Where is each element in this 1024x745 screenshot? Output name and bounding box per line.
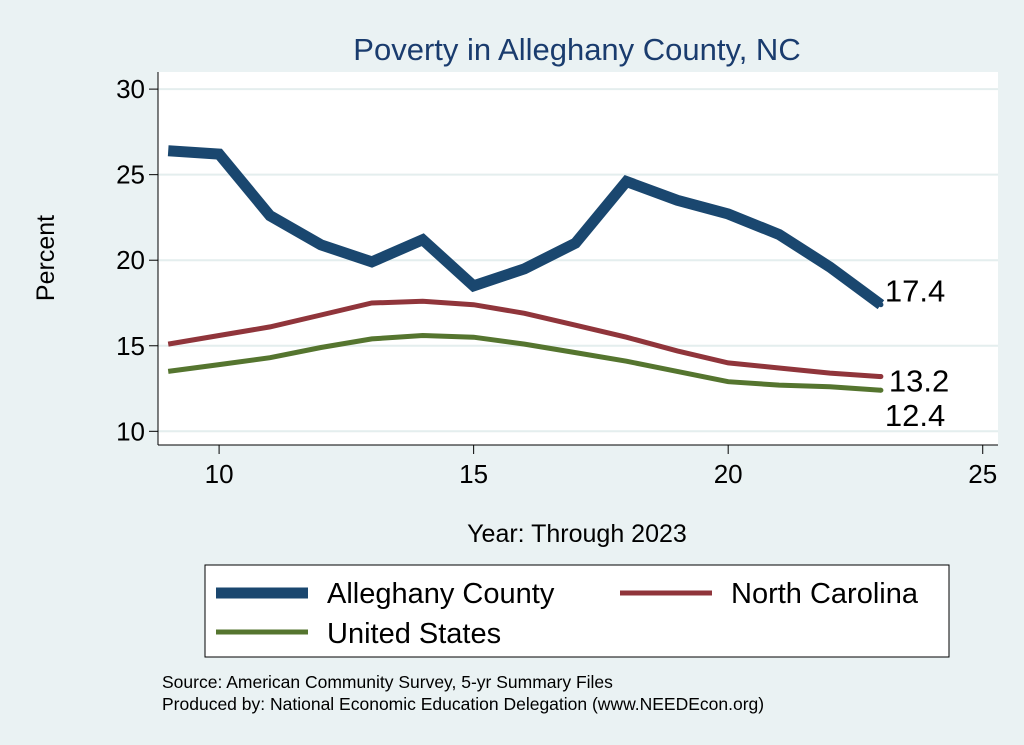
x-axis-title: Year: Through 2023 xyxy=(467,520,687,548)
end-label-united-states: 12.4 xyxy=(885,398,945,433)
source-note: Source: American Community Survey, 5-yr … xyxy=(162,672,613,692)
end-marker-united-states xyxy=(878,387,884,393)
legend: Alleghany County North Carolina United S… xyxy=(204,564,950,658)
y-tick-label: 20 xyxy=(116,245,145,275)
produced-by-note: Produced by: National Economic Education… xyxy=(162,694,764,714)
y-tick-label: 30 xyxy=(116,74,145,104)
plot-area xyxy=(158,72,998,445)
y-tick-label: 25 xyxy=(116,160,145,190)
legend-box xyxy=(204,564,950,658)
x-tick-label: 15 xyxy=(459,459,488,489)
y-tick-label: 10 xyxy=(116,416,145,446)
axis-layer: 10 15 20 25 30 10 15 20 25 xyxy=(116,72,998,489)
x-tick-label: 25 xyxy=(968,459,997,489)
end-marker-alleghany xyxy=(878,302,884,308)
legend-label-united-states: United States xyxy=(327,618,501,650)
line-north-carolina xyxy=(167,298,882,380)
end-label-alleghany: 17.4 xyxy=(885,274,945,309)
chart-title: Poverty in Alleghany County, NC xyxy=(353,32,800,67)
y-tick-label: 15 xyxy=(116,331,145,361)
line-united-states xyxy=(167,332,882,393)
legend-label-alleghany: Alleghany County xyxy=(327,578,555,610)
series-layer xyxy=(167,145,885,393)
end-label-layer: 17.4 13.212.4 xyxy=(878,274,949,433)
end-label-north-carolina: 13.2 xyxy=(889,364,949,399)
end-marker-north-carolina xyxy=(878,374,884,380)
grid-layer xyxy=(158,88,998,433)
line-alleghany-county xyxy=(167,145,885,310)
x-tick-label: 10 xyxy=(205,459,234,489)
y-axis-title: Percent xyxy=(32,215,60,301)
legend-label-north-carolina: North Carolina xyxy=(731,578,919,610)
x-tick-label: 20 xyxy=(714,459,743,489)
